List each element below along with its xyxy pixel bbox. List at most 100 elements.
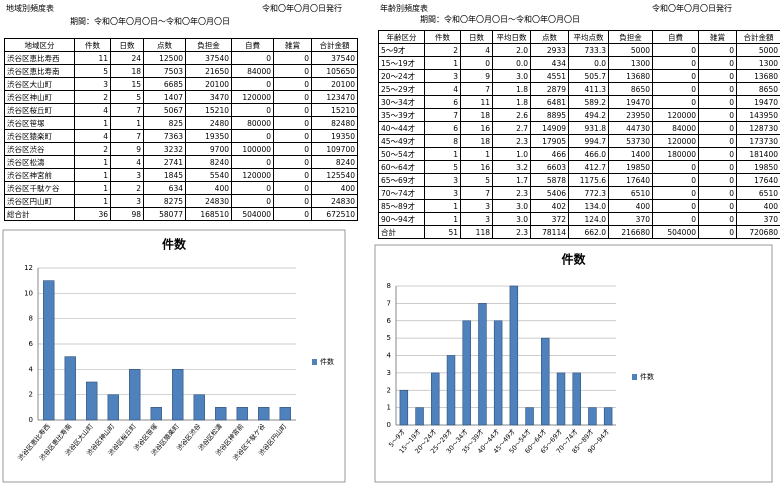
table-row: 40～44才 6 16 2.7 14909 931.8 44730 84000 0 128730 (378, 121, 780, 135)
table-cell: 渋谷区笹塚 (4, 116, 75, 130)
table-cell: 合計 (378, 225, 425, 239)
table-cell: 0 (273, 181, 312, 195)
table-cell: 渋谷区松濤 (4, 155, 75, 169)
table-cell: 400 (185, 181, 232, 195)
table-cell: 6 (424, 95, 461, 109)
table-cell: 8 (424, 134, 461, 148)
table-cell: 466.0 (568, 147, 609, 161)
table-cell: 0 (273, 168, 312, 182)
bar (446, 355, 456, 426)
table-cell: 0 (652, 56, 699, 70)
table-cell: 45～49才 (378, 134, 425, 148)
table-cell: 19350 (185, 129, 232, 143)
table-row: 20～24才 3 9 3.0 4551 505.7 13680 0 0 13680 (378, 69, 780, 83)
table-cell: 0 (273, 155, 312, 169)
table-cell: 0 (652, 69, 699, 83)
bar (279, 407, 291, 421)
table-cell: 2.0 (492, 43, 531, 57)
table-cell: 0 (652, 95, 699, 109)
table-cell: 4 (74, 103, 111, 117)
table-cell: 65～69才 (378, 173, 425, 187)
table-cell: 11 (74, 51, 111, 65)
data-table: 地域区分 件数 日数 点数 負担金 自費 雑賞 合計金額 渋谷区恵比寿西 11 24 12500 375… (4, 38, 358, 221)
header-cell: 点数 (143, 38, 186, 52)
table-cell: 8275 (143, 194, 186, 208)
table-row: 渋谷区桜丘町 4 7 5067 15210 0 0 15210 (4, 103, 358, 117)
table-cell: 1.0 (492, 147, 531, 161)
table-cell: 5 (424, 160, 461, 174)
table-cell: 1.8 (492, 82, 531, 96)
table-cell: 30～34才 (378, 95, 425, 109)
y-tick-label: 10 (24, 289, 33, 297)
table-cell: 589.2 (568, 95, 609, 109)
legend-swatch (312, 359, 317, 365)
table-cell: 1 (74, 155, 111, 169)
table-cell: 466 (530, 147, 569, 161)
table-cell: 渋谷区大山町 (4, 77, 75, 91)
table-cell: 6481 (530, 95, 569, 109)
table-cell: 3 (424, 173, 461, 187)
table-cell: 0 (273, 51, 312, 65)
table-cell: 5～9才 (378, 43, 425, 57)
table-cell: 40～44才 (378, 121, 425, 135)
table-cell: 13680 (608, 69, 653, 83)
table-cell: 128730 (736, 121, 780, 135)
table-cell: 1 (74, 194, 111, 208)
bar (236, 407, 248, 421)
table-cell: 370 (736, 212, 780, 226)
table-cell: 70～74才 (378, 186, 425, 200)
table-cell: 5 (74, 64, 111, 78)
table-cell: 8240 (311, 155, 358, 169)
y-tick-label: 6 (387, 317, 392, 325)
table-cell: 0 (652, 212, 699, 226)
table-cell: 1407 (143, 90, 186, 104)
table-cell: 0 (652, 43, 699, 57)
table-cell: 19470 (608, 95, 653, 109)
header-cell: 日数 (110, 38, 144, 52)
header-cell: 雑賞 (698, 30, 737, 44)
header-cell: 負担金 (185, 38, 232, 52)
table-cell: 0 (273, 142, 312, 156)
table-row: 15～19才 1 0 0.0 434 0.0 1300 0 0 1300 (378, 56, 780, 70)
table-cell: 15210 (185, 103, 232, 117)
table-cell: 0 (698, 212, 737, 226)
table-cell: 118 (460, 225, 493, 239)
table-cell: 672510 (311, 207, 358, 221)
table-cell: 18 (460, 134, 493, 148)
table-cell: 84000 (231, 64, 274, 78)
data-table: 年齢区分 件数 日数 平均日数 点数 平均点数 負担金 自費 雑賞 合計金額 5～9才 2 4 2.0 29… (378, 30, 780, 239)
y-tick-label: 2 (387, 386, 391, 394)
table-cell: 5878 (530, 173, 569, 187)
table-cell: 6510 (736, 186, 780, 200)
table-cell: 3 (424, 69, 461, 83)
table-cell: 143950 (736, 108, 780, 122)
header-cell: 地域区分 (4, 38, 75, 52)
table-cell: 82480 (311, 116, 358, 130)
table-cell: 20100 (311, 77, 358, 91)
table-cell: 0 (231, 51, 274, 65)
header-row: 地域区分 件数 日数 点数 負担金 自費 雑賞 合計金額 (4, 38, 358, 52)
table-cell: 80000 (231, 116, 274, 130)
table-row: 渋谷区大山町 3 15 6685 20100 0 0 20100 (4, 77, 358, 91)
table-cell: 21650 (185, 64, 232, 78)
table-cell: 504000 (231, 207, 274, 221)
table-cell: 24830 (185, 194, 232, 208)
table-cell: 渋谷区桜丘町 (4, 103, 75, 117)
table-cell: 733.3 (568, 43, 609, 57)
table-cell: 0 (231, 77, 274, 91)
table-row: 90～94才 1 3 3.0 372 124.0 370 0 0 370 (378, 212, 780, 226)
table-cell: 0 (698, 225, 737, 239)
table-cell: 渋谷区猿楽町 (4, 129, 75, 143)
table-cell: 8650 (608, 82, 653, 96)
header-cell: 平均点数 (568, 30, 609, 44)
table-cell: 84000 (652, 121, 699, 135)
table-cell: 7503 (143, 64, 186, 78)
table-cell: 0 (231, 194, 274, 208)
y-tick-label: 4 (29, 365, 34, 373)
table-cell: 37540 (185, 51, 232, 65)
table-cell: 0 (273, 116, 312, 130)
table-cell: 3 (74, 77, 111, 91)
table-cell: 109700 (311, 142, 358, 156)
table-cell: 1 (424, 199, 461, 213)
table-cell: 720680 (736, 225, 780, 239)
